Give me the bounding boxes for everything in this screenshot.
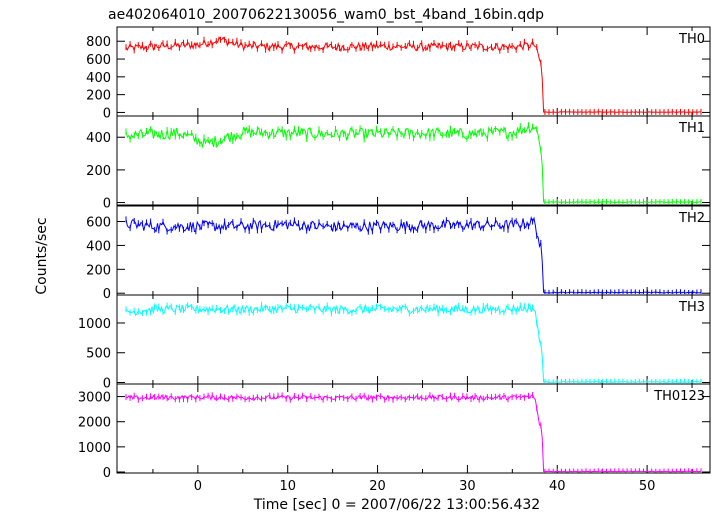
error-bars (125, 122, 702, 204)
error-bars (125, 392, 702, 472)
y-tick-label: 0 (103, 106, 111, 121)
y-tick-label: 200 (86, 164, 111, 179)
y-tick-label: 600 (86, 216, 111, 231)
panel-label: TH3 (678, 300, 705, 315)
y-axis-label: Counts/sec (34, 217, 50, 294)
y-tick-label: 400 (86, 131, 111, 146)
x-tick-label: 20 (369, 479, 386, 494)
panel-label: TH1 (678, 121, 705, 136)
panel-frame (116, 115, 711, 206)
y-tick-label: 0 (103, 377, 111, 392)
x-tick-label: 10 (279, 479, 296, 494)
x-tick-label: 50 (639, 479, 656, 494)
y-tick-label: 0 (103, 197, 111, 212)
panel-frame (116, 383, 711, 474)
y-tick-label: 1000 (78, 441, 111, 456)
y-tick-label: 400 (86, 71, 111, 86)
error-bars (125, 301, 702, 383)
panel-label: TH0123 (653, 389, 705, 404)
y-tick-label: 0 (103, 466, 111, 481)
y-tick-label: 600 (86, 53, 111, 68)
x-tick-label: 0 (194, 479, 202, 494)
panel-label: TH0 (678, 32, 705, 47)
error-bars (125, 216, 702, 294)
y-tick-label: 200 (86, 89, 111, 104)
y-tick-label: 3000 (78, 391, 111, 406)
y-tick-label: 800 (86, 35, 111, 50)
x-tick-label: 30 (459, 479, 476, 494)
x-axis-label: Time [sec] 0 = 2007/06/22 13:00:56.432 (253, 497, 540, 513)
y-tick-label: 400 (86, 239, 111, 254)
x-tick-label: 40 (549, 479, 566, 494)
y-tick-label: 500 (86, 347, 111, 362)
error-bars (125, 36, 702, 115)
y-tick-label: 0 (103, 287, 111, 302)
chart-title: ae402064010_20070622130056_wam0_bst_4ban… (108, 7, 544, 23)
y-tick-label: 200 (86, 263, 111, 278)
y-tick-label: 1000 (78, 317, 111, 332)
y-tick-label: 2000 (78, 416, 111, 431)
panel-label: TH2 (678, 211, 705, 226)
